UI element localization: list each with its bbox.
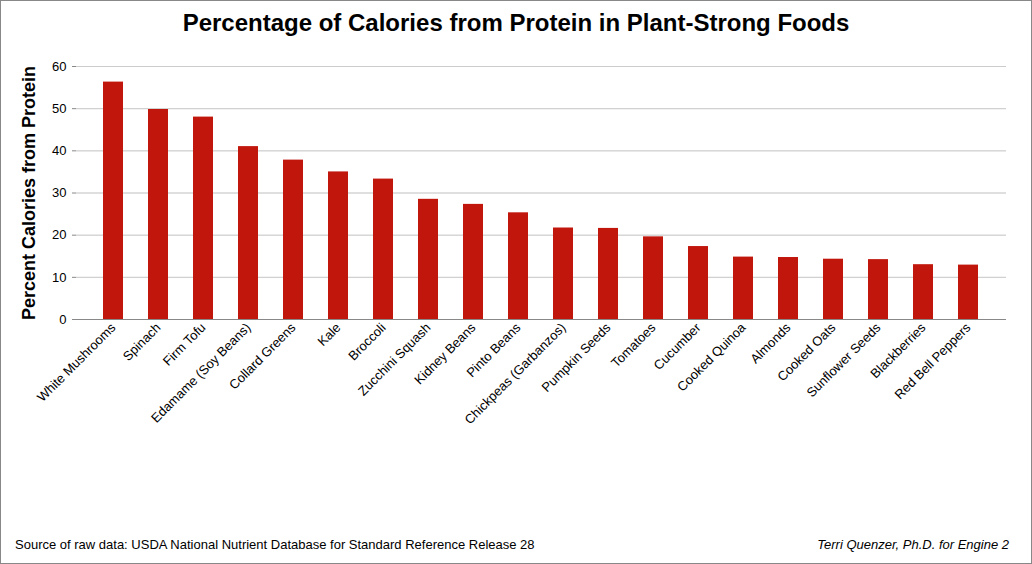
svg-text:Zucchini Squash: Zucchini Squash (355, 320, 434, 399)
svg-text:Spinach: Spinach (120, 320, 164, 364)
svg-text:Tomatoes: Tomatoes (608, 320, 659, 371)
svg-text:Almonds: Almonds (747, 320, 794, 367)
svg-text:Firm Tofu: Firm Tofu (159, 320, 209, 369)
svg-text:Sunflower Seeds: Sunflower Seeds (803, 320, 883, 400)
svg-text:Kidney Beans: Kidney Beans (411, 320, 479, 388)
svg-text:0: 0 (59, 312, 66, 327)
svg-text:Pinto Beans: Pinto Beans (463, 320, 524, 381)
svg-text:20: 20 (52, 227, 66, 242)
html-text:Terri Quenzer, Ph.D. for Engin: Terri Quenzer, Ph.D. for Engine 2 (817, 537, 1009, 552)
svg-text:60: 60 (52, 59, 66, 74)
svg-text:30: 30 (52, 185, 66, 200)
svg-text:White Mushrooms: White Mushrooms (34, 320, 119, 405)
svg-text:10: 10 (52, 269, 66, 284)
svg-text:Chickpeas (Garbanzos): Chickpeas (Garbanzos) (461, 320, 569, 428)
svg-text:Cooked Oats: Cooked Oats (774, 320, 839, 385)
html-text:Percentage of Calories from Pr: Percentage of Calories from Protein in P… (182, 9, 850, 36)
html-text:Source of raw data: USDA Natio: Source of raw data: USDA National Nutrie… (15, 537, 535, 552)
svg-text:50: 50 (52, 101, 66, 116)
svg-text:Edamame (Soy Beans): Edamame (Soy Beans) (147, 320, 254, 426)
svg-text:Cucumber: Cucumber (650, 320, 704, 373)
svg-text:40: 40 (52, 143, 66, 158)
svg-text:Cooked Quinoa: Cooked Quinoa (674, 319, 749, 394)
svg-text:Collard Greens: Collard Greens (226, 320, 299, 393)
svg-text:Blackberries: Blackberries (867, 320, 929, 382)
svg-text:Pumpkin Seeds: Pumpkin Seeds (539, 320, 614, 395)
svg-text:Broccoli: Broccoli (345, 320, 388, 363)
svg-text:Red Bell Peppers: Red Bell Peppers (891, 320, 973, 402)
svg-text:Kale: Kale (315, 320, 344, 349)
html-text:Percent Calories from Protein: Percent Calories from Protein (18, 66, 39, 320)
